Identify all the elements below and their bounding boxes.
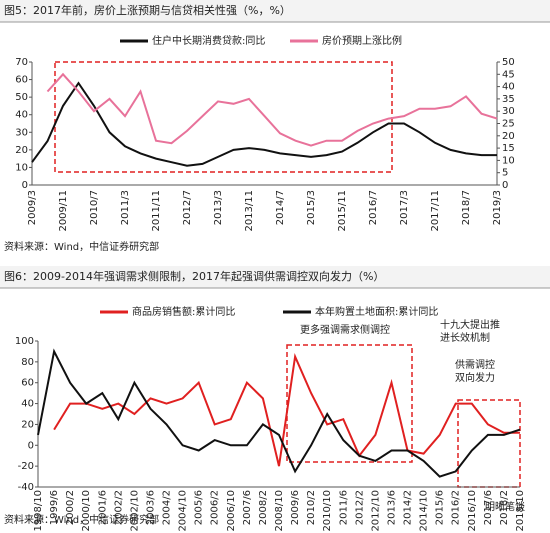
y2-tick-label: 20: [502, 131, 515, 142]
x-tick-label: 2018/10: [515, 490, 526, 532]
x-tick-label: 2009/11: [58, 190, 69, 232]
y2-tick-label: 35: [502, 94, 515, 105]
highlight-box: [54, 61, 393, 173]
y-tick-label: -40: [18, 482, 34, 493]
x-tick-label: 2004/10: [178, 490, 189, 532]
y-tick-label: 40: [21, 399, 34, 410]
x-tick-label: 2006/2: [210, 490, 221, 525]
y2-tick-label: 45: [502, 69, 515, 80]
x-tick-label: 2019/3: [492, 190, 503, 225]
highlight-box: [457, 399, 521, 488]
x-tick-label: 2012/2: [354, 490, 365, 525]
y-tick-label: 40: [15, 110, 28, 121]
annotation: 十九大提出推: [440, 318, 500, 331]
x-tick-label: 2018/2: [499, 490, 510, 525]
legend-label: 商品房销售额:累计同比: [132, 305, 235, 318]
x-tick-label: 2013/6: [386, 490, 397, 525]
y2-tick-label: 15: [502, 143, 515, 154]
x-tick-label: 2003/6: [145, 490, 156, 525]
x-tick-label: 2017/11: [430, 190, 441, 232]
x-tick-label: 2014/10: [419, 490, 430, 532]
x-tick-label: 2004/2: [162, 490, 173, 525]
x-tick-label: 2001/6: [97, 490, 108, 525]
x-tick-label: 2000/2: [65, 490, 76, 525]
x-tick-label: 2013/11: [244, 190, 255, 232]
y-tick-label: 10: [15, 162, 28, 173]
x-tick-label: 2006/10: [226, 490, 237, 532]
x-tick-label: 2011/3: [120, 190, 131, 225]
y-tick-label: 0: [28, 440, 34, 451]
y-tick-label: 70: [15, 57, 28, 68]
title-band: [0, 0, 550, 22]
series-line: [31, 81, 497, 167]
x-tick-label: 2012/7: [182, 190, 193, 225]
x-tick-label: 2002/10: [129, 490, 140, 532]
x-tick-label: 2011/6: [338, 490, 349, 525]
y-tick-label: 80: [21, 357, 34, 368]
x-tick-label: 2010/10: [322, 490, 333, 532]
annotation: 更多强调需求侧调控: [300, 323, 390, 336]
source: 资料来源：Wind，中信证券研究部: [4, 240, 159, 253]
x-tick-label: 2013/3: [213, 190, 224, 225]
y2-tick-label: 25: [502, 119, 515, 130]
annotation: 进长效机制: [440, 331, 490, 344]
x-tick-label: 1999/6: [49, 490, 60, 525]
x-tick-label: 2005/6: [194, 490, 205, 525]
y-tick-label: -20: [18, 461, 34, 472]
x-tick-label: 2015/11: [337, 190, 348, 232]
series-line: [46, 72, 498, 147]
x-tick-label: 2016/10: [467, 490, 478, 532]
watermark: 明晰笔谈: [485, 500, 525, 513]
x-tick-label: 2007/6: [242, 490, 253, 525]
x-tick-label: 2018/7: [461, 190, 472, 225]
highlight-box: [286, 344, 413, 463]
x-tick-label: 2016/7: [368, 190, 379, 225]
y-tick-label: 30: [15, 127, 28, 138]
source: 资料来源：Wind，中信证券研究部: [4, 513, 159, 526]
y2-tick-label: 5: [502, 168, 508, 179]
y-tick-label: 20: [21, 419, 34, 430]
x-tick-label: 1998/10: [33, 490, 44, 532]
x-tick-label: 2000/10: [81, 490, 92, 532]
annotation: 供需调控: [455, 358, 495, 371]
x-tick-label: 2017/3: [399, 190, 410, 225]
y2-tick-label: 10: [502, 155, 515, 166]
x-tick-label: 2015/6: [435, 490, 446, 525]
x-tick-label: 2016/2: [451, 490, 462, 525]
x-tick-label: 2010/2: [306, 490, 317, 525]
x-tick-label: 2012/10: [370, 490, 381, 532]
series-line: [53, 353, 520, 467]
x-tick-label: 2009/6: [290, 490, 301, 525]
x-tick-label: 2009/3: [27, 190, 38, 225]
legend-label: 住户中长期消费贷款:同比: [152, 34, 265, 47]
y2-tick-label: 40: [502, 82, 515, 93]
x-tick-label: 2011/11: [151, 190, 162, 232]
legend-label: 本年购置土地面积:累计同比: [315, 305, 438, 318]
y-tick-label: 100: [15, 336, 34, 347]
x-tick-label: 2008/10: [274, 490, 285, 532]
y-tick-label: 0: [22, 180, 28, 191]
x-tick-label: 2017/6: [483, 490, 494, 525]
y2-tick-label: 0: [502, 180, 508, 191]
legend-label: 房价预期上涨比例: [322, 34, 402, 47]
chart-title: 图5：2017年前，房价上涨预期与信贷相关性强（%，%）: [4, 3, 291, 17]
y-tick-label: 50: [15, 92, 28, 103]
y2-tick-label: 50: [502, 57, 515, 68]
y-tick-label: 60: [21, 378, 34, 389]
x-tick-label: 2014/7: [275, 190, 286, 225]
y-tick-label: 60: [15, 75, 28, 86]
x-tick-label: 2008/2: [258, 490, 269, 525]
series-line: [37, 348, 521, 478]
title-band: [0, 266, 550, 288]
y-tick-label: 20: [15, 145, 28, 156]
annotation: 双向发力: [455, 371, 495, 384]
x-tick-label: 2010/7: [89, 190, 100, 225]
chart-title: 图6：2009-2014年强调需求侧限制，2017年起强调供需调控双向发力（%）: [4, 269, 384, 283]
x-tick-label: 2014/2: [403, 490, 414, 525]
x-tick-label: 2002/2: [113, 490, 124, 525]
x-tick-label: 2015/3: [306, 190, 317, 225]
y2-tick-label: 30: [502, 106, 515, 117]
